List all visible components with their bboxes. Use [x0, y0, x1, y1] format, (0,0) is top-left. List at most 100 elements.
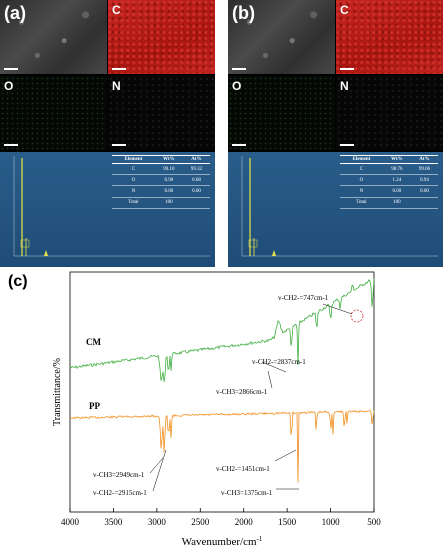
scale-bar [340, 144, 354, 146]
table-cell: C [112, 163, 155, 176]
table-header: Element [112, 155, 155, 164]
x-tick-label: 2000 [235, 517, 254, 527]
table-cell: N [112, 185, 155, 198]
table-cell: 100 [382, 197, 411, 209]
sem-image [0, 0, 107, 74]
annotation-arrow [149, 457, 164, 474]
eds-spectrum-plot [241, 156, 438, 257]
panel-letter-a: (a) [4, 3, 26, 23]
table-cell: 100 [154, 197, 183, 209]
x-axis: 4000 3500 3000 2500 2000 1500 1000 500 [61, 508, 381, 527]
x-tick-label: 1500 [278, 517, 297, 527]
nitrogen-map: N [336, 76, 443, 150]
map-label-n: N [340, 79, 349, 93]
map-label-n: N [112, 79, 121, 93]
table-cell: 0.00 [154, 185, 183, 198]
x-tick-label: 3000 [148, 517, 167, 527]
annotation-arrow [152, 449, 167, 492]
table-cell: 0.00 [382, 185, 411, 198]
table-header: Element [340, 155, 383, 164]
annotation-arrow [274, 449, 297, 462]
table-cell: C [340, 163, 383, 176]
x-axis-label-superscript: -1 [257, 535, 263, 543]
eds-panel-b: C O N (b) Element Wt% At% C 98.76 99.06 O 1.2… [228, 0, 443, 267]
table-cell: O [112, 174, 155, 187]
table-header: At% [410, 155, 438, 164]
x-axis-title: Wavenumber/cm-1 [182, 535, 263, 548]
plot-frame [69, 271, 375, 513]
eds-panel-a: C O N (a) Element Wt% At% C 99.10 99.32 O 0.9… [0, 0, 215, 267]
table-cell: 99.10 [154, 163, 183, 176]
cm-sample-label: CM [86, 337, 101, 347]
annotation-arrow [267, 370, 273, 389]
cm-spectrum-line [70, 278, 375, 382]
eds-table: Element Wt% At% C 98.76 99.06 O 1.24 0.94 N 0.0… [340, 155, 438, 209]
scale-bar [232, 68, 246, 70]
carbon-map: C [336, 0, 443, 74]
table-cell: 99.06 [410, 163, 438, 176]
annotation-cm-747: v-CH2-=747cm-1 [278, 294, 329, 302]
table-row: O 0.90 0.68 [112, 174, 210, 187]
table-cell: 1.24 [382, 174, 411, 187]
scale-bar [112, 68, 126, 70]
x-tick-label: 3500 [104, 517, 123, 527]
table-cell: N [340, 185, 383, 198]
oxygen-map: O [0, 76, 107, 150]
table-row: N 0.00 0.00 [340, 185, 438, 198]
table-cell: 0.00 [182, 185, 210, 198]
x-axis-label: Wavenumber/cm [182, 536, 257, 548]
annotation-pp-2949: v-CH3=2949cm-1 [93, 471, 145, 479]
table-row: N 0.00 0.00 [112, 185, 210, 198]
table-row: O 1.24 0.94 [340, 174, 438, 187]
table-header: Wt% [382, 155, 411, 164]
map-label-o: O [4, 79, 14, 93]
sem-image [228, 0, 335, 74]
annotation-arrow [322, 303, 353, 315]
table-cell: 99.32 [182, 163, 210, 176]
scale-bar [232, 144, 246, 146]
table-row: C 99.10 99.32 [112, 163, 210, 176]
annotation-pp-1451: v-CH2-=1451cm-1 [216, 465, 270, 473]
pp-sample-label: PP [89, 401, 100, 411]
table-row: Total 100 [112, 197, 210, 209]
annotation-cm-2866: v-CH3=2866cm-1 [216, 388, 268, 396]
table-header: Wt% [154, 155, 183, 164]
y-axis-label: Transmittance/% [52, 358, 63, 426]
nitrogen-map: N [108, 76, 215, 150]
eds-table: Element Wt% At% C 99.10 99.32 O 0.90 0.68 N 0.0… [112, 155, 210, 209]
x-tick-label: 500 [367, 517, 381, 527]
table-cell: 0.00 [410, 185, 438, 198]
annotation-cm-2837: v-CH2-=2837cm-1 [252, 358, 306, 366]
x-tick-label: 2500 [191, 517, 210, 527]
panel-letter-b: (b) [232, 3, 255, 23]
x-tick-label: 4000 [61, 517, 80, 527]
carbon-map: C [108, 0, 215, 74]
oxygen-map: O [228, 76, 335, 150]
eds-spectrum: Element Wt% At% C 98.76 99.06 O 1.24 0.94 N 0.0… [228, 152, 443, 267]
map-label-o: O [232, 79, 242, 93]
table-cell [410, 197, 438, 209]
scale-bar [4, 144, 18, 146]
table-cell: Total [340, 197, 383, 209]
panel-letter-c: (c) [8, 273, 28, 290]
table-cell: 0.90 [154, 174, 183, 187]
pp-spectrum-line [69, 409, 375, 483]
highlight-circle [350, 309, 364, 323]
scale-bar [112, 144, 126, 146]
scale-bar [4, 68, 18, 70]
annotation-pp-2915: v-CH2-=2915cm-1 [93, 489, 147, 497]
table-row: Total 100 [340, 197, 438, 209]
table-cell: 0.68 [182, 174, 210, 187]
annotation-arrow [261, 361, 287, 373]
ftir-chart: (c) 4000 3500 3000 2500 2000 1500 1000 500 Wave… [8, 271, 381, 548]
map-label-c: C [112, 3, 121, 17]
table-cell: O [340, 174, 383, 187]
table-row: C 98.76 99.06 [340, 163, 438, 176]
table-header: At% [182, 155, 210, 164]
map-label-c: C [340, 3, 349, 17]
scale-bar [340, 68, 354, 70]
x-tick-label: 1000 [322, 517, 341, 527]
table-cell: 98.76 [382, 163, 411, 176]
eds-spectrum-plot [13, 156, 210, 257]
eds-spectrum: Element Wt% At% C 99.10 99.32 O 0.90 0.68 N 0.0… [0, 152, 215, 267]
